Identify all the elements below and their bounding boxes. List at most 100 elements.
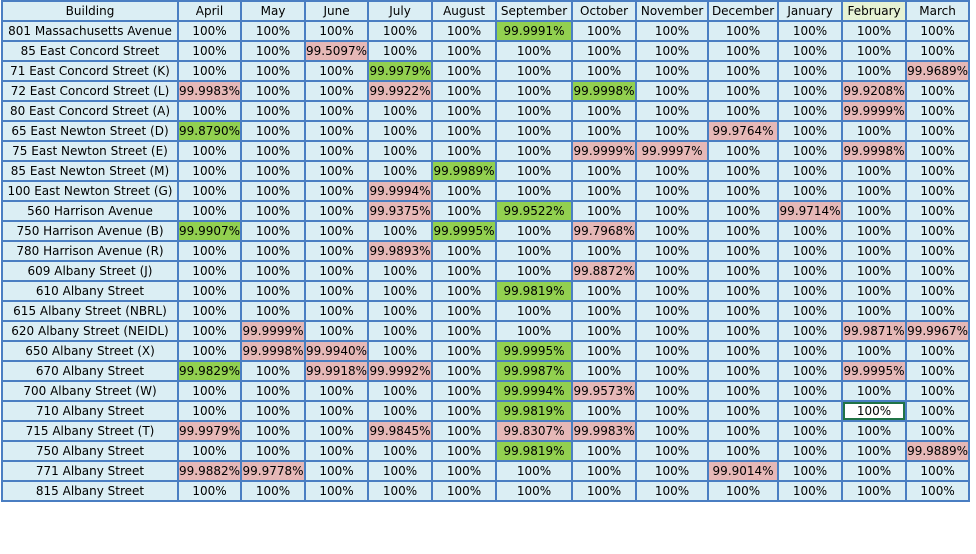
uptime-cell-march[interactable]: 100% xyxy=(905,480,971,502)
uptime-cell-may[interactable]: 100% xyxy=(240,140,307,162)
uptime-cell-january[interactable]: 100% xyxy=(777,320,844,342)
building-name-cell[interactable]: 771 Albany Street xyxy=(1,460,179,482)
uptime-cell-august[interactable]: 100% xyxy=(431,80,498,102)
uptime-cell-april[interactable]: 99.9829% xyxy=(176,360,243,382)
uptime-cell-january[interactable]: 100% xyxy=(777,300,844,322)
uptime-cell-february[interactable]: 100% xyxy=(841,260,908,282)
uptime-cell-july[interactable]: 99.9922% xyxy=(367,80,434,102)
uptime-cell-november[interactable]: 100% xyxy=(635,260,710,282)
uptime-cell-march[interactable]: 100% xyxy=(905,360,971,382)
uptime-cell-january[interactable]: 100% xyxy=(777,340,844,362)
uptime-cell-february[interactable]: 100% xyxy=(841,220,908,242)
uptime-cell-april[interactable]: 100% xyxy=(176,140,243,162)
uptime-cell-june[interactable]: 100% xyxy=(304,380,370,402)
uptime-cell-november[interactable]: 100% xyxy=(635,460,710,482)
uptime-cell-february[interactable]: 99.9871% xyxy=(841,320,908,342)
uptime-cell-june[interactable]: 100% xyxy=(304,440,370,462)
uptime-cell-june[interactable]: 100% xyxy=(304,320,370,342)
uptime-cell-june[interactable]: 100% xyxy=(304,160,370,182)
uptime-cell-september[interactable]: 100% xyxy=(495,180,574,202)
uptime-cell-june[interactable]: 100% xyxy=(304,480,370,502)
uptime-cell-august[interactable]: 100% xyxy=(431,240,498,262)
uptime-cell-january[interactable]: 100% xyxy=(777,80,844,102)
uptime-cell-september[interactable]: 100% xyxy=(495,240,574,262)
uptime-cell-january[interactable]: 100% xyxy=(777,140,844,162)
uptime-cell-march[interactable]: 100% xyxy=(905,300,971,322)
building-name-cell[interactable]: 560 Harrison Avenue xyxy=(1,200,179,222)
uptime-cell-march[interactable]: 100% xyxy=(905,20,971,42)
uptime-cell-august[interactable]: 100% xyxy=(431,300,498,322)
column-header-building[interactable]: Building xyxy=(1,0,179,22)
uptime-cell-february[interactable]: 100% xyxy=(841,60,908,82)
uptime-cell-december[interactable]: 100% xyxy=(707,340,780,362)
building-name-cell[interactable]: 85 East Concord Street xyxy=(1,40,179,62)
uptime-cell-june[interactable]: 100% xyxy=(304,180,370,202)
uptime-cell-march[interactable]: 99.9967% xyxy=(905,320,971,342)
uptime-cell-august[interactable]: 100% xyxy=(431,420,498,442)
uptime-cell-november[interactable]: 100% xyxy=(635,280,710,302)
uptime-cell-april[interactable]: 99.9979% xyxy=(176,420,243,442)
uptime-cell-october[interactable]: 100% xyxy=(571,100,638,122)
building-name-cell[interactable]: 65 East Newton Street (D) xyxy=(1,120,179,142)
uptime-cell-march[interactable]: 100% xyxy=(905,160,971,182)
uptime-cell-january[interactable]: 100% xyxy=(777,480,844,502)
uptime-cell-may[interactable]: 100% xyxy=(240,360,307,382)
uptime-cell-july[interactable]: 100% xyxy=(367,340,434,362)
uptime-cell-march[interactable]: 99.9689% xyxy=(905,60,971,82)
uptime-cell-september[interactable]: 100% xyxy=(495,40,574,62)
uptime-cell-april[interactable]: 99.8790% xyxy=(176,120,243,142)
uptime-cell-december[interactable]: 100% xyxy=(707,180,780,202)
uptime-cell-january[interactable]: 100% xyxy=(777,400,844,422)
uptime-cell-january[interactable]: 100% xyxy=(777,240,844,262)
uptime-cell-december[interactable]: 100% xyxy=(707,420,780,442)
uptime-cell-october[interactable]: 100% xyxy=(571,280,638,302)
uptime-cell-february[interactable]: 100% xyxy=(841,40,908,62)
uptime-cell-january[interactable]: 100% xyxy=(777,280,844,302)
building-name-cell[interactable]: 610 Albany Street xyxy=(1,280,179,302)
uptime-cell-december[interactable]: 100% xyxy=(707,200,780,222)
uptime-cell-december[interactable]: 100% xyxy=(707,160,780,182)
building-name-cell[interactable]: 71 East Concord Street (K) xyxy=(1,60,179,82)
uptime-cell-november[interactable]: 100% xyxy=(635,240,710,262)
uptime-cell-january[interactable]: 100% xyxy=(777,260,844,282)
uptime-cell-july[interactable]: 99.9375% xyxy=(367,200,434,222)
uptime-cell-january[interactable]: 100% xyxy=(777,100,844,122)
uptime-cell-june[interactable]: 100% xyxy=(304,220,370,242)
uptime-cell-april[interactable]: 99.9882% xyxy=(176,460,243,482)
uptime-cell-november[interactable]: 100% xyxy=(635,100,710,122)
uptime-cell-april[interactable]: 100% xyxy=(176,320,243,342)
building-name-cell[interactable]: 815 Albany Street xyxy=(1,480,179,502)
uptime-cell-december[interactable]: 99.9014% xyxy=(707,460,780,482)
uptime-cell-july[interactable]: 100% xyxy=(367,320,434,342)
uptime-cell-june[interactable]: 100% xyxy=(304,460,370,482)
uptime-cell-february[interactable]: 99.9998% xyxy=(841,140,908,162)
uptime-cell-april[interactable]: 99.9983% xyxy=(176,80,243,102)
uptime-cell-march[interactable]: 100% xyxy=(905,80,971,102)
uptime-cell-january[interactable]: 100% xyxy=(777,180,844,202)
uptime-cell-november[interactable]: 100% xyxy=(635,60,710,82)
building-name-cell[interactable]: 75 East Newton Street (E) xyxy=(1,140,179,162)
uptime-cell-february[interactable]: 100% xyxy=(841,240,908,262)
uptime-cell-february[interactable]: 100% xyxy=(841,380,908,402)
uptime-cell-october[interactable]: 100% xyxy=(571,480,638,502)
uptime-cell-august[interactable]: 100% xyxy=(431,480,498,502)
uptime-cell-november[interactable]: 100% xyxy=(635,120,710,142)
column-header-october[interactable]: October xyxy=(571,0,638,22)
uptime-cell-june[interactable]: 100% xyxy=(304,140,370,162)
uptime-cell-march[interactable]: 100% xyxy=(905,40,971,62)
uptime-cell-february[interactable]: 99.9208% xyxy=(841,80,908,102)
uptime-cell-august[interactable]: 100% xyxy=(431,100,498,122)
uptime-cell-february[interactable]: 100% xyxy=(841,200,908,222)
building-name-cell[interactable]: 80 East Concord Street (A) xyxy=(1,100,179,122)
uptime-cell-may[interactable]: 100% xyxy=(240,280,307,302)
uptime-cell-september[interactable]: 100% xyxy=(495,120,574,142)
uptime-cell-october[interactable]: 100% xyxy=(571,400,638,422)
column-header-june[interactable]: June xyxy=(304,0,370,22)
uptime-cell-april[interactable]: 100% xyxy=(176,280,243,302)
uptime-cell-october[interactable]: 100% xyxy=(571,200,638,222)
uptime-cell-november[interactable]: 100% xyxy=(635,80,710,102)
uptime-cell-june[interactable]: 99.5097% xyxy=(304,40,370,62)
uptime-cell-january[interactable]: 100% xyxy=(777,360,844,382)
column-header-july[interactable]: July xyxy=(367,0,434,22)
uptime-cell-october[interactable]: 100% xyxy=(571,240,638,262)
